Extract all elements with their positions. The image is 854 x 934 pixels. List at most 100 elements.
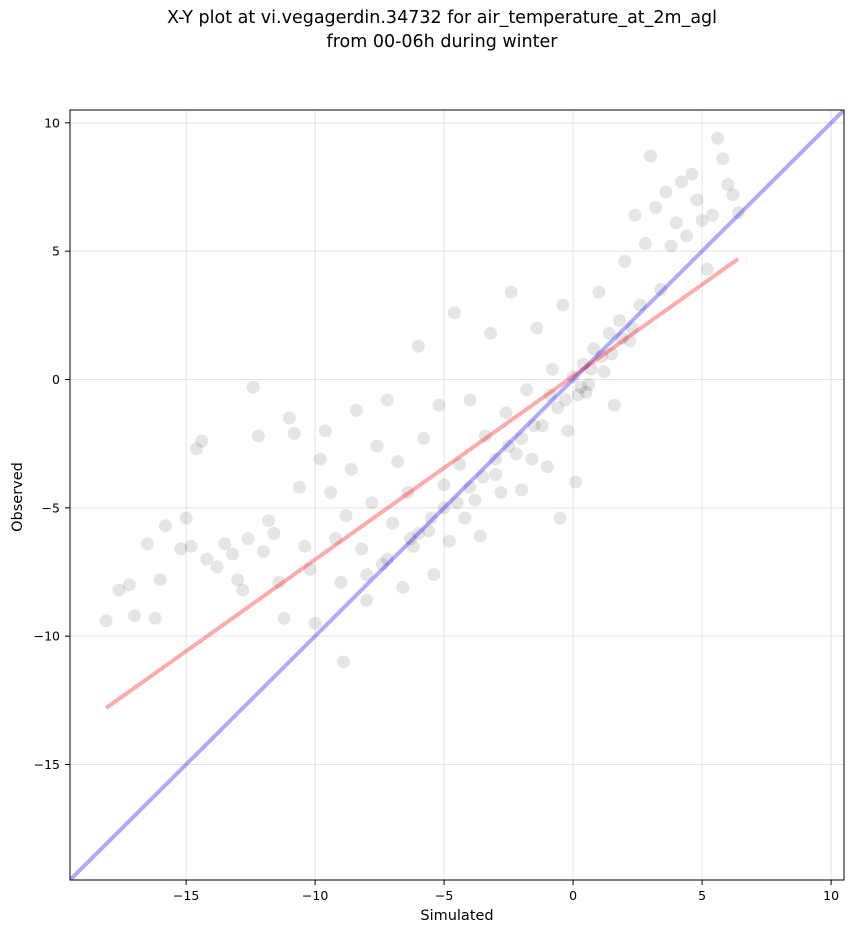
- data-point: [659, 185, 673, 199]
- data-point: [422, 524, 436, 538]
- data-point: [574, 380, 588, 394]
- data-point: [241, 532, 255, 546]
- data-point: [721, 177, 735, 191]
- data-point: [189, 442, 203, 456]
- data-point: [329, 532, 343, 546]
- data-point: [336, 655, 350, 669]
- data-point: [587, 342, 601, 356]
- data-point: [509, 447, 523, 461]
- data-point: [576, 357, 590, 371]
- y-tick-label: 5: [52, 244, 60, 259]
- data-point: [396, 580, 410, 594]
- data-point: [148, 611, 162, 625]
- axis-ticks: −15 −10 −5 0 5 10 −15 −10 −5 0 5 10: [34, 115, 839, 903]
- data-point: [334, 575, 348, 589]
- data-point: [638, 236, 652, 250]
- x-tick-label: 10: [823, 888, 839, 903]
- y-tick-label: 10: [44, 115, 60, 130]
- data-point: [437, 501, 451, 515]
- y-tick-label: −10: [34, 629, 60, 644]
- data-point: [558, 393, 572, 407]
- data-point: [633, 298, 647, 312]
- data-point: [605, 347, 619, 361]
- data-point: [556, 298, 570, 312]
- data-point: [644, 149, 657, 163]
- data-point: [615, 331, 629, 345]
- data-point: [571, 388, 585, 402]
- data-point: [293, 480, 307, 494]
- data-point: [287, 426, 301, 440]
- data-point: [277, 611, 291, 625]
- x-tick-label: −15: [173, 888, 199, 903]
- data-point: [112, 583, 126, 597]
- plot-frame: [69, 109, 845, 881]
- data-point: [690, 193, 704, 207]
- data-point: [515, 483, 528, 497]
- x-tick-label: −10: [302, 888, 328, 903]
- data-point: [535, 419, 549, 433]
- data-point: [594, 349, 608, 363]
- x-tick-label: −5: [435, 888, 453, 903]
- data-point: [424, 511, 438, 525]
- data-point: [543, 388, 557, 402]
- data-point: [680, 229, 694, 243]
- data-point: [257, 544, 270, 558]
- x-axis-label: Simulated: [420, 908, 493, 924]
- data-point: [313, 452, 327, 466]
- data-point: [664, 239, 678, 253]
- data-point: [99, 614, 113, 628]
- data-point: [236, 583, 250, 597]
- identity-line: [70, 110, 844, 880]
- data-point: [391, 455, 405, 469]
- data-point: [489, 467, 503, 481]
- data-point: [654, 283, 668, 297]
- data-point: [628, 208, 642, 222]
- data-point: [386, 516, 399, 530]
- data-point: [251, 429, 265, 443]
- data-point: [380, 552, 394, 566]
- data-point: [711, 131, 725, 145]
- data-point: [618, 254, 632, 268]
- data-point: [122, 578, 136, 592]
- data-point: [174, 542, 188, 556]
- data-point: [504, 285, 518, 299]
- data-point: [525, 452, 539, 466]
- data-point: [282, 411, 296, 425]
- data-point: [246, 380, 260, 394]
- data-point: [561, 424, 575, 438]
- data-point: [584, 362, 598, 376]
- data-point: [298, 539, 312, 553]
- data-point: [218, 537, 232, 551]
- data-point: [140, 537, 154, 551]
- data-point: [705, 208, 719, 222]
- data-point: [458, 511, 472, 525]
- data-point: [489, 452, 503, 466]
- data-point: [158, 519, 172, 533]
- data-point: [401, 485, 415, 499]
- data-point: [685, 167, 699, 181]
- chart-title-line-2: from 00-06h during winter: [326, 32, 558, 52]
- reference-lines: [70, 110, 844, 880]
- data-point: [450, 496, 464, 510]
- data-point: [551, 401, 565, 415]
- y-axis-label: Observed: [10, 462, 26, 532]
- data-point: [476, 470, 490, 484]
- data-point: [602, 326, 616, 340]
- data-point: [324, 485, 338, 499]
- x-tick-label: 5: [698, 888, 706, 903]
- data-point: [468, 493, 482, 507]
- data-point: [566, 370, 580, 384]
- chart-title: X-Y plot at vi.vegagerdin.34732 for air_…: [0, 6, 854, 54]
- data-point: [184, 539, 198, 553]
- data-point: [473, 529, 487, 543]
- chart-title-line-1: X-Y plot at vi.vegagerdin.34732 for air_…: [166, 8, 718, 28]
- data-point: [463, 480, 477, 494]
- data-point: [128, 609, 141, 623]
- data-point: [195, 434, 209, 448]
- data-point: [231, 573, 245, 587]
- data-point: [515, 432, 528, 446]
- data-point: [530, 321, 544, 335]
- data-point: [427, 568, 441, 582]
- data-point: [360, 593, 374, 607]
- data-point: [349, 403, 363, 417]
